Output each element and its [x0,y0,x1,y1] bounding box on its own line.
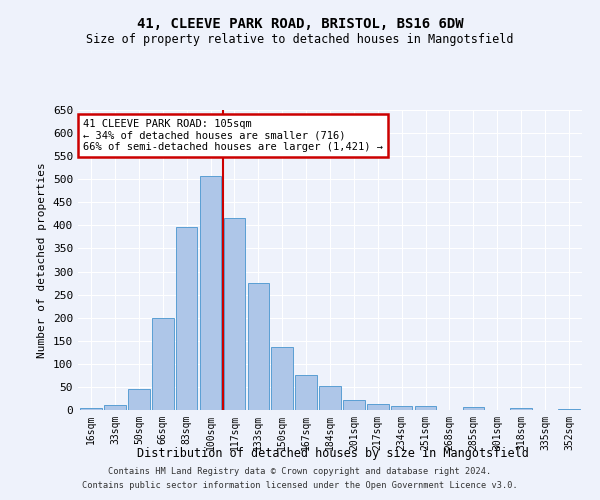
Text: Size of property relative to detached houses in Mangotsfield: Size of property relative to detached ho… [86,32,514,46]
Bar [343,400,365,410]
Text: Contains HM Land Registry data © Crown copyright and database right 2024.: Contains HM Land Registry data © Crown c… [109,467,491,476]
Bar [152,318,173,410]
Bar [367,404,389,410]
Bar [558,408,580,410]
Y-axis label: Number of detached properties: Number of detached properties [37,162,47,358]
Bar [200,176,221,410]
Bar [128,389,149,410]
Bar [80,408,102,410]
Bar [295,376,317,410]
Bar [176,227,197,410]
Bar [463,407,484,410]
Text: 41, CLEEVE PARK ROAD, BRISTOL, BS16 6DW: 41, CLEEVE PARK ROAD, BRISTOL, BS16 6DW [137,18,463,32]
Text: 41 CLEEVE PARK ROAD: 105sqm
← 34% of detached houses are smaller (716)
66% of se: 41 CLEEVE PARK ROAD: 105sqm ← 34% of det… [83,119,383,152]
Bar [104,406,126,410]
Bar [319,386,341,410]
Bar [271,347,293,410]
Bar [248,282,269,410]
Text: Distribution of detached houses by size in Mangotsfield: Distribution of detached houses by size … [137,448,529,460]
Text: Contains public sector information licensed under the Open Government Licence v3: Contains public sector information licen… [82,481,518,490]
Bar [511,408,532,410]
Bar [391,406,412,410]
Bar [415,406,436,410]
Bar [224,218,245,410]
